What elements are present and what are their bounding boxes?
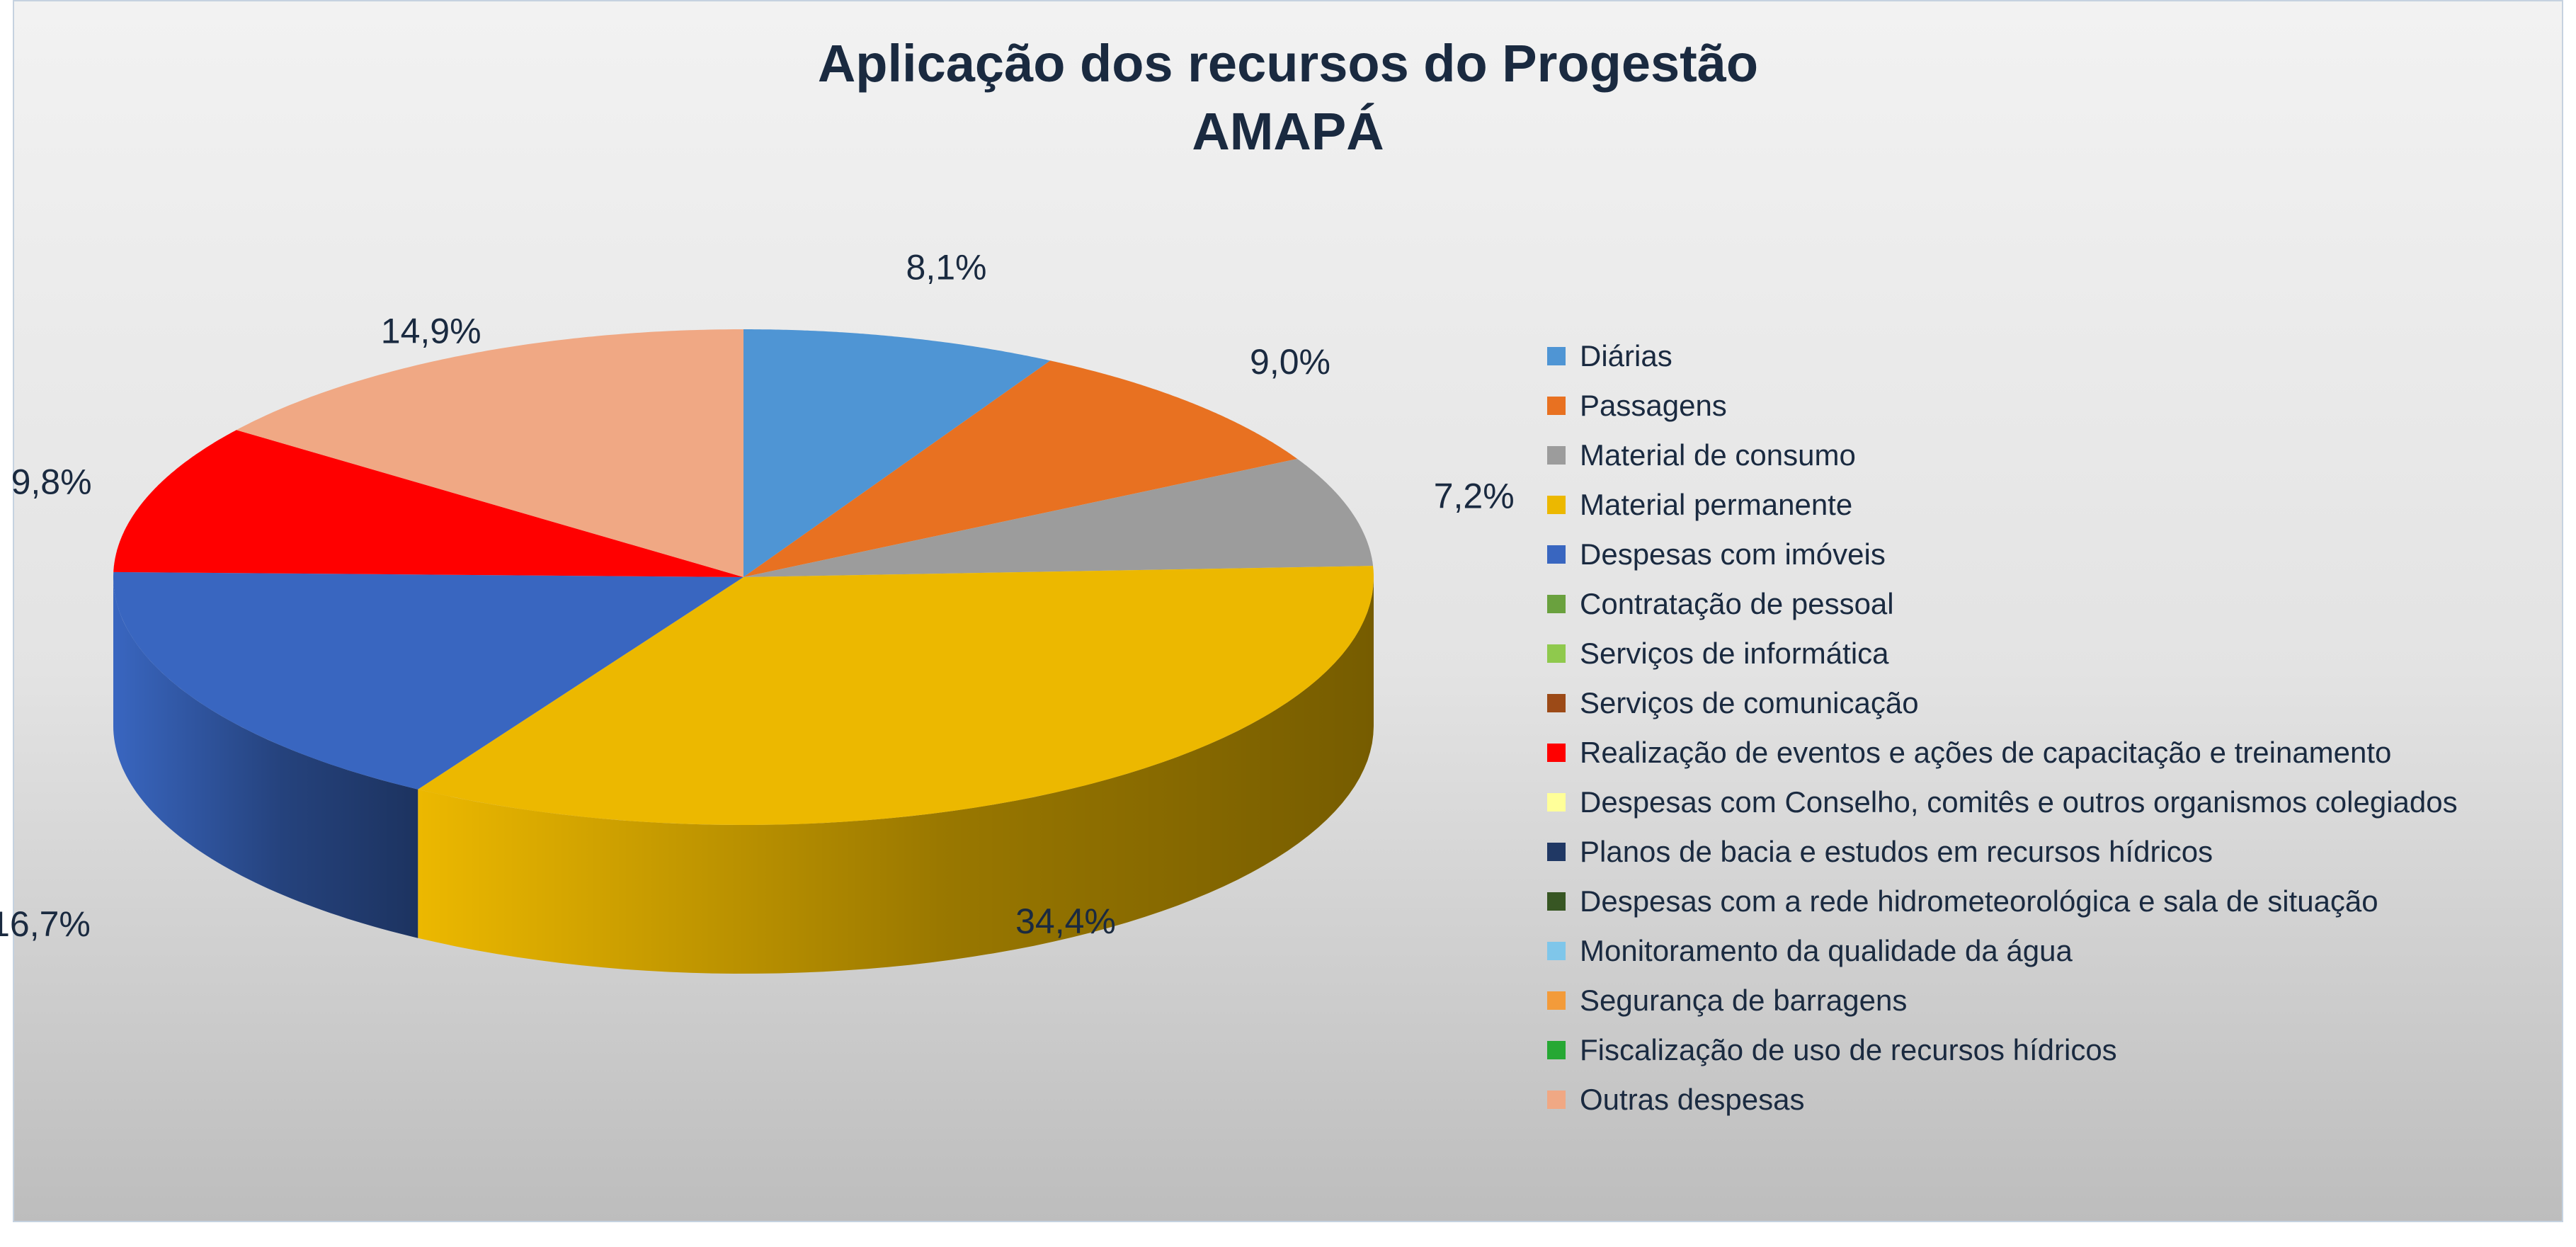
legend-swatch bbox=[1547, 397, 1566, 415]
legend-item: Material permanente bbox=[1547, 480, 2458, 530]
legend-item: Passagens bbox=[1547, 381, 2458, 431]
pie-slice-despesas-com-imoveis bbox=[113, 571, 743, 790]
data-label-material-permanente: 34,4% bbox=[1015, 901, 1116, 941]
legend-swatch bbox=[1547, 1041, 1566, 1059]
pie-side-despesas-com-imoveis bbox=[113, 577, 418, 938]
legend-item: Planos de bacia e estudos em recursos hí… bbox=[1547, 827, 2458, 877]
legend-label: Diárias bbox=[1580, 339, 1672, 372]
legend-swatch bbox=[1547, 744, 1566, 762]
legend-item: Monitoramento da qualidade da água bbox=[1547, 926, 2458, 976]
legend-swatch bbox=[1547, 347, 1566, 365]
legend-swatch bbox=[1547, 892, 1566, 911]
pie-slice-realizacao-de-eventos-e-acoes-de-capacitacao-e-treinamento bbox=[113, 430, 743, 577]
legend-label: Segurança de barragens bbox=[1580, 984, 1908, 1017]
legend-label: Passagens bbox=[1580, 389, 1727, 422]
legend-label: Despesas com a rede hidrometeorológica e… bbox=[1580, 884, 2378, 918]
legend-label: Contratação de pessoal bbox=[1580, 587, 1894, 620]
legend-label: Outras despesas bbox=[1580, 1083, 1805, 1116]
data-label-outras-despesas: 14,9% bbox=[381, 312, 481, 351]
legend-label: Fiscalização de uso de recursos hídricos bbox=[1580, 1033, 2117, 1066]
pie-slice-material-permanente bbox=[418, 566, 1374, 825]
legend-item: Serviços de comunicação bbox=[1547, 678, 2458, 728]
legend-item: Outras despesas bbox=[1547, 1075, 2458, 1124]
data-label-passagens: 9,0% bbox=[1250, 342, 1330, 382]
legend-label: Monitoramento da qualidade da água bbox=[1580, 934, 2073, 967]
data-label-material-de-consumo: 7,2% bbox=[1434, 477, 1515, 516]
legend-item: Despesas com a rede hidrometeorológica e… bbox=[1547, 877, 2458, 926]
pie-slice-outras-despesas bbox=[236, 329, 743, 577]
legend-item: Serviços de informática bbox=[1547, 629, 2458, 678]
chart-title-line2: AMAPÁ bbox=[1192, 102, 1384, 161]
pie-slice-passagens bbox=[743, 360, 1298, 577]
pie-slice-diarias bbox=[743, 329, 1051, 577]
data-label-despesas-com-imoveis: 16,7% bbox=[0, 904, 91, 944]
legend-label: Despesas com Conselho, comitês e outros … bbox=[1580, 785, 2458, 819]
pie-side-shade bbox=[418, 577, 1374, 974]
legend-item: Contratação de pessoal bbox=[1547, 579, 2458, 629]
legend-label: Realização de eventos e ações de capacit… bbox=[1580, 736, 2392, 769]
legend-label: Serviços de comunicação bbox=[1580, 686, 1919, 719]
legend-swatch bbox=[1547, 496, 1566, 514]
legend-item: Segurança de barragens bbox=[1547, 976, 2458, 1025]
pie-slices bbox=[113, 329, 1374, 974]
legend-swatch bbox=[1547, 793, 1566, 812]
data-label-realizacao-de-eventos-e-acoes-de-capacitacao-e-treinamento: 9,8% bbox=[11, 462, 92, 501]
legend: Diárias Passagens Material de consumo Mater… bbox=[1547, 331, 2458, 1124]
legend-item: Despesas com Conselho, comitês e outros … bbox=[1547, 778, 2458, 827]
legend-label: Despesas com imóveis bbox=[1580, 537, 1886, 571]
legend-label: Serviços de informática bbox=[1580, 637, 1889, 670]
data-label-diarias: 8,1% bbox=[906, 248, 987, 287]
legend-swatch bbox=[1547, 1091, 1566, 1109]
legend-swatch bbox=[1547, 644, 1566, 663]
pie-data-labels: 8,1% 9,0% 7,2% 34,4% 16,7% 9,8% 14,9% bbox=[0, 248, 1515, 944]
chart-title: Aplicação dos recursos do Progestão AMAP… bbox=[14, 30, 2562, 166]
legend-label: Planos de bacia e estudos em recursos hí… bbox=[1580, 835, 2213, 868]
pie-slice-material-de-consumo bbox=[743, 459, 1374, 577]
legend-swatch bbox=[1547, 942, 1566, 960]
legend-item: Material de consumo bbox=[1547, 431, 2458, 480]
pie-side-material-permanente bbox=[418, 577, 1374, 974]
chart-title-line1: Aplicação dos recursos do Progestão bbox=[817, 34, 1759, 93]
legend-swatch bbox=[1547, 446, 1566, 465]
legend-swatch bbox=[1547, 595, 1566, 613]
legend-item: Diárias bbox=[1547, 331, 2458, 381]
legend-label: Material permanente bbox=[1580, 488, 1853, 521]
legend-swatch bbox=[1547, 694, 1566, 712]
legend-swatch bbox=[1547, 843, 1566, 861]
legend-swatch bbox=[1547, 545, 1566, 564]
pie-side-shade bbox=[113, 577, 418, 938]
legend-item: Fiscalização de uso de recursos hídricos bbox=[1547, 1025, 2458, 1075]
legend-item: Despesas com imóveis bbox=[1547, 530, 2458, 579]
legend-item: Realização de eventos e ações de capacit… bbox=[1547, 728, 2458, 778]
legend-label: Material de consumo bbox=[1580, 438, 1856, 472]
legend-swatch bbox=[1547, 991, 1566, 1010]
